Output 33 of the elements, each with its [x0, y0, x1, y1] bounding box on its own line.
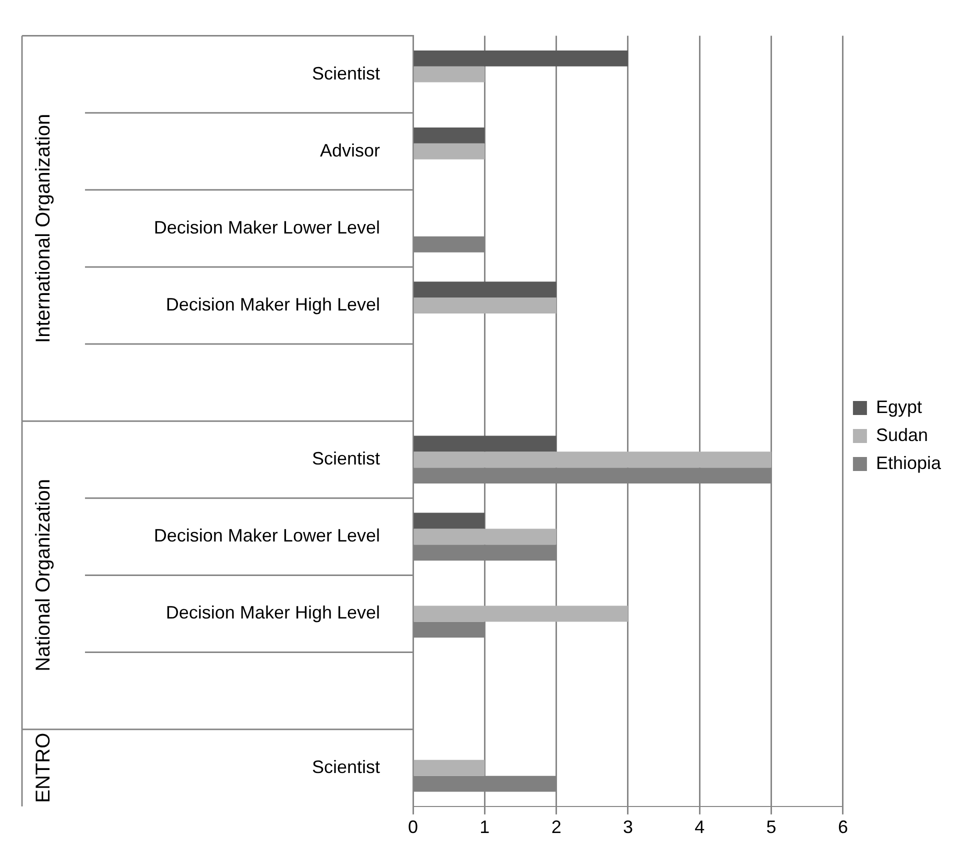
bar	[414, 143, 485, 160]
x-tick-label: 6	[838, 817, 848, 838]
y-tick-label: Scientist	[312, 63, 380, 84]
x-tick-label: 1	[480, 817, 490, 838]
bar	[414, 512, 485, 529]
bar	[414, 50, 628, 66]
bar	[414, 606, 628, 622]
text: International Organization	[32, 114, 55, 343]
y-tick-label: Decision Maker Lower Level	[154, 526, 380, 546]
bar	[414, 128, 485, 144]
x-tick-label: 0	[408, 817, 418, 838]
bar	[414, 436, 556, 452]
text: ENTRO	[32, 732, 55, 803]
x-tick-label: 3	[622, 817, 633, 838]
x-tick-label: 2	[551, 817, 562, 838]
bar	[414, 66, 485, 82]
bar	[414, 528, 556, 545]
bar	[414, 760, 485, 776]
y-tick-label: Scientist	[312, 756, 380, 777]
bar	[414, 298, 556, 314]
x-tick-label: 5	[766, 817, 776, 838]
legend-label: Egypt	[876, 396, 922, 417]
y-tick-label: Decision Maker Lower Level	[154, 217, 380, 238]
y-tick-label: Decision Maker High Level	[166, 602, 380, 623]
x-tick-label: 4	[694, 817, 705, 838]
legend-label: Sudan	[876, 424, 928, 445]
y-tick-label: Decision Maker High Level	[166, 294, 380, 314]
bar	[414, 282, 556, 298]
y-tick-label: Advisor	[320, 140, 380, 160]
bar	[414, 452, 772, 468]
y-tick-label: Scientist	[312, 448, 380, 469]
text: National Organization	[32, 479, 55, 672]
legend-label: Ethiopia	[876, 452, 942, 473]
